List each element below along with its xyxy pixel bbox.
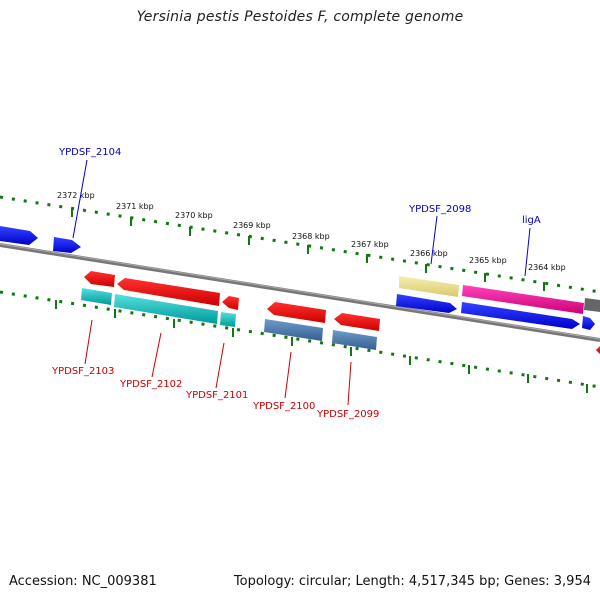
reverse-gene-track	[81, 288, 377, 350]
leader-line	[84, 319, 93, 365]
gene-magenta[interactable]	[462, 285, 584, 314]
bottom-gene-labels: YPDSF_2103 YPDSF_2102 YPDSF_2101 YPDSF_2…	[51, 319, 379, 420]
cds-reverse-2102[interactable]	[117, 278, 220, 306]
gene-label-ypdsf-2100[interactable]: YPDSF_2100	[252, 401, 315, 412]
cds-reverse-2100[interactable]	[267, 302, 326, 323]
kbp-tick-labels: 2372 kbp 2371 kbp 2370 kbp 2369 kbp 2368…	[57, 191, 566, 272]
gene-label-ypdsf-2102[interactable]: YPDSF_2102	[119, 379, 182, 390]
outer-dotted-track	[0, 195, 600, 294]
leader-line	[151, 332, 162, 378]
leader-line	[72, 159, 88, 239]
genome-backbone	[0, 243, 600, 342]
outer-major-ticks	[71, 208, 545, 291]
inner-dotted-track	[0, 290, 600, 389]
gene-label-ypdsf-2104[interactable]: YPDSF_2104	[58, 147, 121, 158]
tick-label: 2369 kbp	[233, 221, 271, 230]
tick-label: 2371 kbp	[116, 202, 154, 211]
inner-major-ticks	[55, 300, 588, 393]
gene-label-ypdsf-2103[interactable]: YPDSF_2103	[51, 366, 114, 377]
tick-label: 2370 kbp	[175, 211, 213, 220]
cds-reverse-2103[interactable]	[84, 271, 115, 287]
reverse-cds-track	[84, 271, 600, 354]
tick-label: 2366 kbp	[410, 249, 448, 258]
tick-label: 2367 kbp	[351, 240, 389, 249]
genome-summary-text: Topology: circular; Length: 4,517,345 bp…	[233, 574, 591, 589]
gene-label-ypdsf-2101[interactable]: YPDSF_2101	[185, 390, 248, 401]
cds-reverse-2099[interactable]	[334, 313, 380, 331]
gene-reverse-2102[interactable]	[114, 294, 218, 324]
gene-steelblue-2100[interactable]	[264, 319, 323, 341]
backbone-highlight	[0, 243, 600, 340]
leader-line	[347, 361, 352, 406]
cds-forward[interactable]	[53, 237, 81, 253]
leader-line	[284, 351, 292, 399]
cds-reverse-2101[interactable]	[222, 296, 239, 310]
tick-label: 2364 kbp	[528, 263, 566, 272]
gene-label-liga[interactable]: ligA	[522, 215, 541, 226]
tick-label: 2365 kbp	[469, 256, 507, 265]
genome-title: Yersinia pestis Pestoides F, complete ge…	[136, 9, 464, 25]
cds-forward-ligA[interactable]	[461, 302, 580, 329]
accession-text: Accession: NC_009381	[9, 574, 157, 589]
gene-label-ypdsf-2099[interactable]: YPDSF_2099	[316, 409, 379, 420]
tick-label: 2372 kbp	[57, 191, 95, 200]
forward-cds-track	[0, 226, 595, 330]
cds-reverse-edge[interactable]	[596, 346, 600, 354]
gene-reverse-2101[interactable]	[220, 312, 236, 327]
cds-forward[interactable]	[582, 316, 595, 330]
forward-gene-track	[399, 276, 600, 314]
tick-label: 2368 kbp	[292, 232, 330, 241]
leader-line	[215, 342, 225, 389]
leader-line	[430, 215, 438, 265]
gene-gray[interactable]	[584, 298, 600, 312]
cds-forward[interactable]	[396, 294, 457, 313]
gene-reverse-2103[interactable]	[81, 288, 112, 305]
gene-label-ypdsf-2098[interactable]: YPDSF_2098	[408, 204, 471, 215]
top-gene-labels: YPDSF_2104 YPDSF_2098 ligA	[58, 147, 541, 277]
gene-steelblue-2099[interactable]	[332, 330, 377, 350]
leader-line	[524, 227, 531, 277]
cds-forward[interactable]	[0, 226, 38, 245]
gene-yellow[interactable]	[399, 276, 459, 297]
